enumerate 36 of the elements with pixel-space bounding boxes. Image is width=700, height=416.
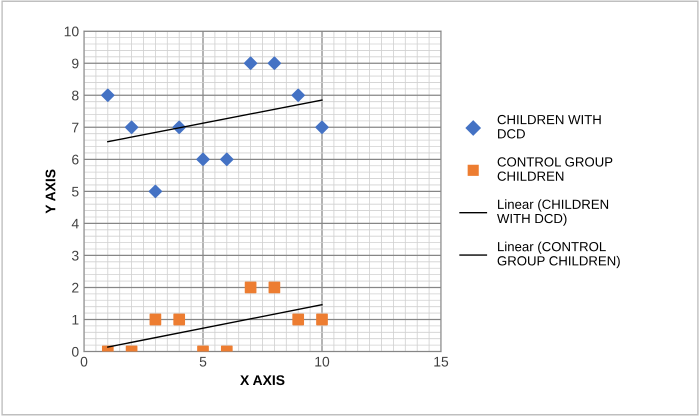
y-tick-label: 8 <box>72 90 79 100</box>
x-tick-label: 5 <box>200 356 206 367</box>
point <box>150 314 162 326</box>
x-tick-label: 0 <box>80 356 88 367</box>
point <box>244 282 256 294</box>
point <box>124 120 138 134</box>
point <box>315 120 329 134</box>
legend-label: Linear (CHILDREN WITH DCD) <box>497 199 608 226</box>
y-tick-label: 10 <box>64 26 79 36</box>
point <box>292 314 304 326</box>
y-tick-label: 6 <box>72 154 79 164</box>
point <box>220 152 234 166</box>
point <box>196 152 210 166</box>
y-tick-label: 0 <box>72 346 79 357</box>
point <box>316 314 328 326</box>
point <box>244 56 258 70</box>
x-axis-title: X AXIS <box>240 375 284 386</box>
y-tick-label: 3 <box>72 250 79 261</box>
x-tick-label: 15 <box>434 356 448 367</box>
point <box>101 88 115 102</box>
y-tick-label: 4 <box>72 218 79 228</box>
x-tick-label: 10 <box>315 356 330 367</box>
y-tick-label: 5 <box>72 186 79 197</box>
legend-label: Linear (CONTROL GROUP CHILDREN) <box>498 242 620 268</box>
y-tick-label: 9 <box>72 58 78 68</box>
point <box>291 88 305 102</box>
legend-label: CONTROL GROUP CHILDREN <box>498 157 612 181</box>
point <box>268 56 282 70</box>
point <box>268 282 280 294</box>
point <box>148 184 162 198</box>
y-tick-label: 2 <box>72 282 78 292</box>
point <box>173 314 186 326</box>
legend-label: CHILDREN WITH DCD <box>498 114 601 138</box>
y-axis-title: Y AXIS <box>46 170 56 214</box>
y-tick-label: 1 <box>72 314 78 325</box>
y-tick-label: 7 <box>72 122 78 132</box>
